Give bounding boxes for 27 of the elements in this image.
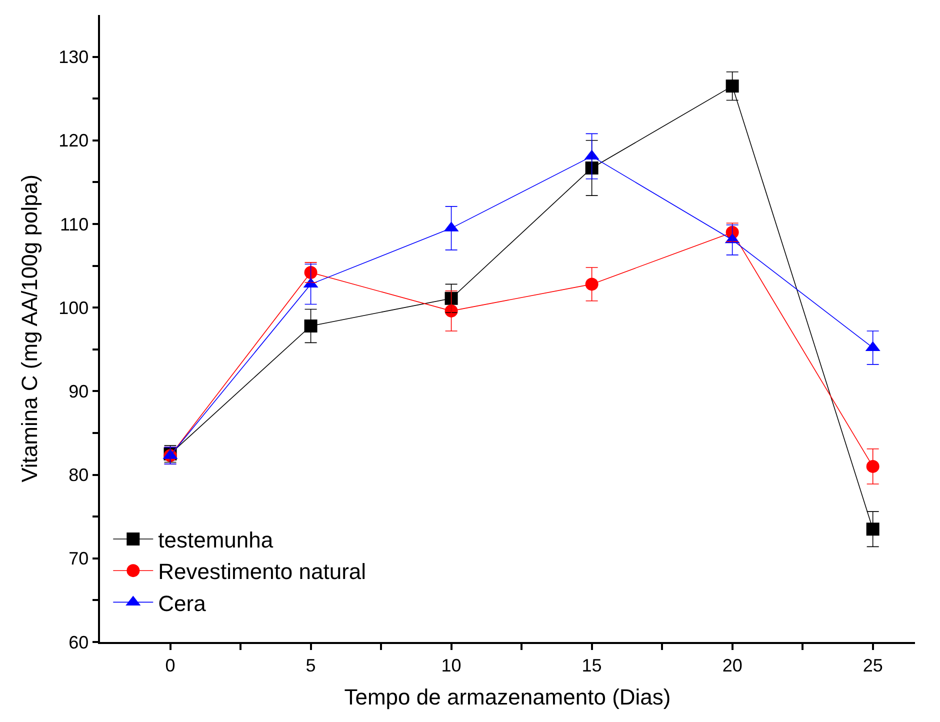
y-tick-label: 130: [58, 47, 89, 68]
point: [866, 460, 880, 473]
x-axis-title: Tempo de armazenamento (Dias): [344, 684, 671, 710]
point: [304, 266, 318, 279]
x-tick-label: 20: [722, 655, 742, 676]
y-tick-label: 60: [68, 632, 89, 652]
y-tick-label: 120: [58, 130, 89, 151]
y-tick-label: 100: [58, 298, 89, 318]
legend-label: Cera: [158, 590, 207, 616]
x-tick-label: 15: [582, 655, 602, 676]
y-tick-label: 80: [68, 465, 89, 486]
point: [444, 292, 458, 305]
point: [585, 278, 598, 291]
y-tick-label: 90: [68, 382, 89, 402]
point: [304, 319, 318, 332]
point: [726, 80, 739, 93]
point: [866, 522, 880, 536]
y-tick-label: 110: [60, 214, 89, 234]
x-tick-label: 0: [165, 655, 176, 676]
legend-label: Revestimento natural: [158, 559, 366, 584]
legend-label: testemunha: [158, 528, 274, 553]
y-tick-label: 70: [68, 548, 89, 569]
y-axis-title: Vitamina C (mg AA/100g polpa): [16, 174, 42, 482]
x-tick-label: 25: [862, 655, 883, 676]
point: [585, 161, 598, 174]
x-tick-label: 5: [306, 655, 316, 676]
x-tick-label: 10: [441, 655, 462, 676]
